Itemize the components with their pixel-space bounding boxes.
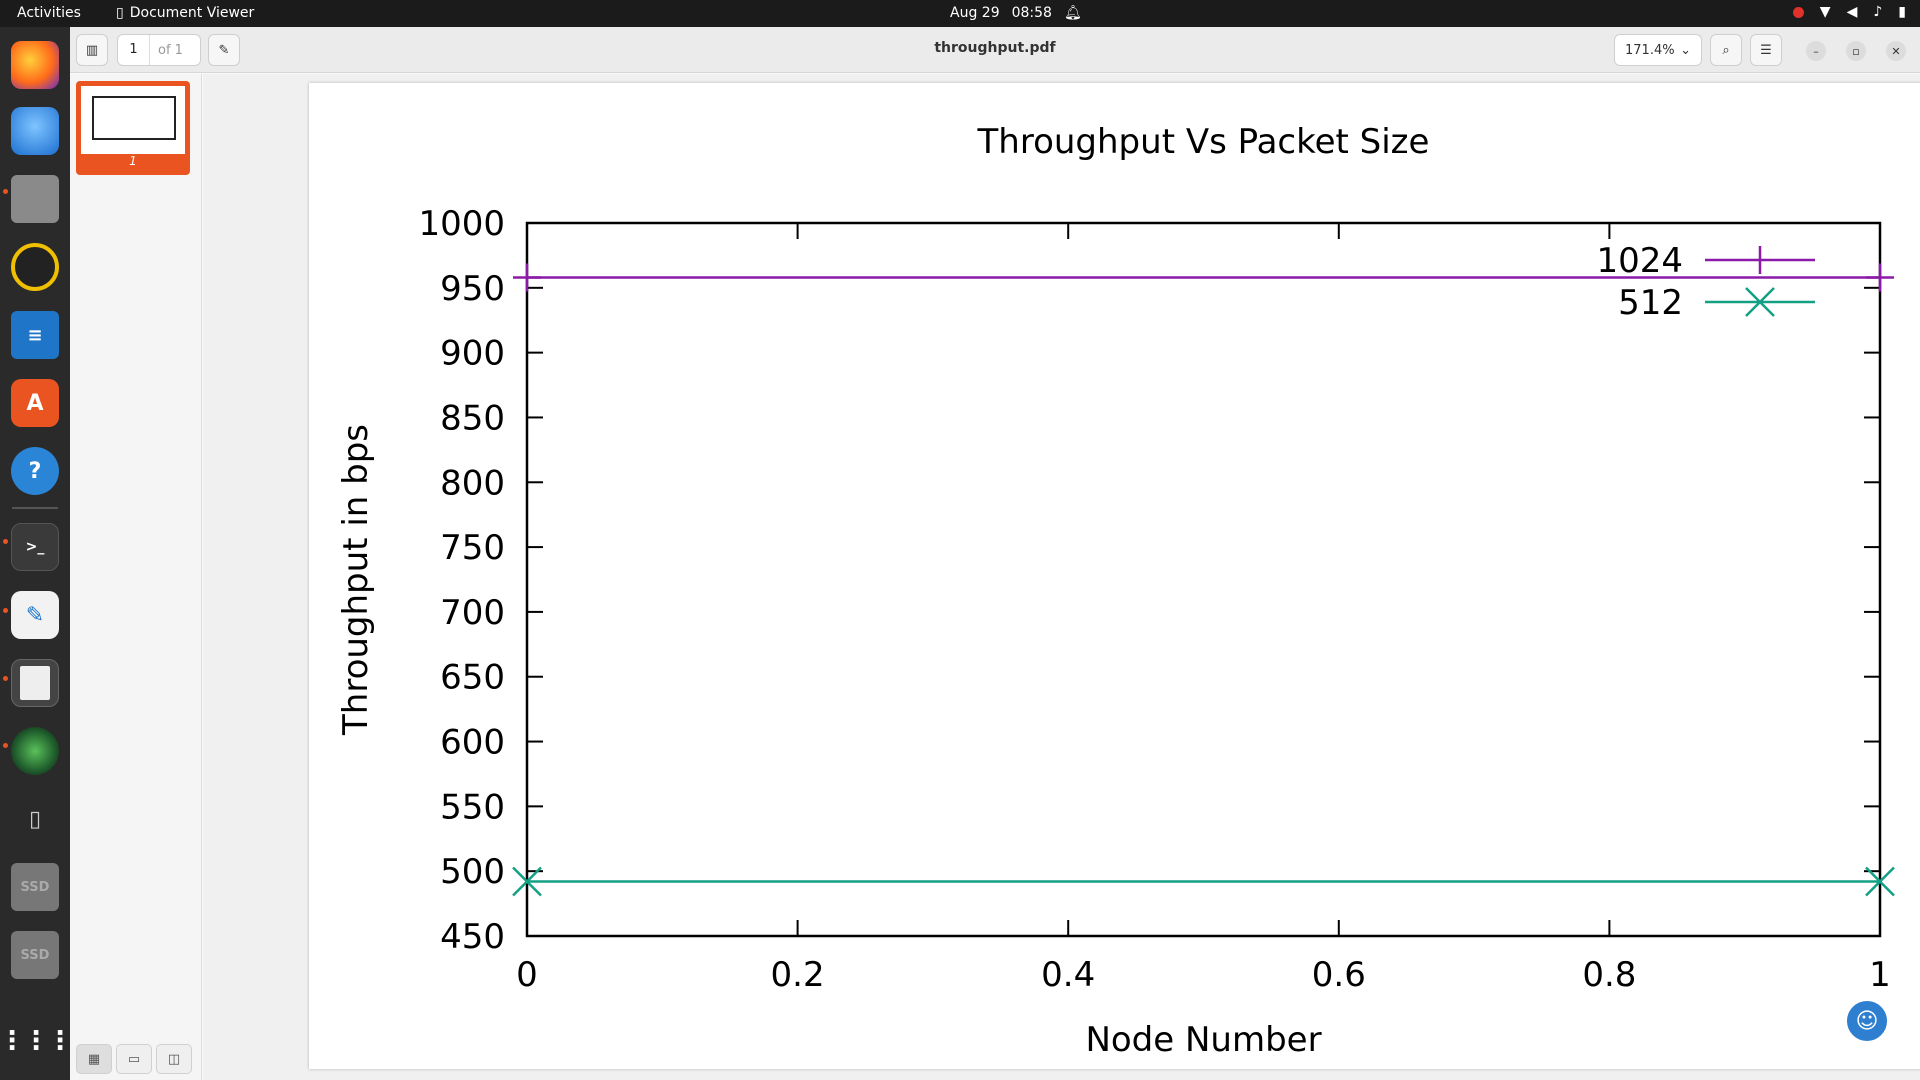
- app-name-label: Document Viewer: [129, 5, 255, 21]
- bell-icon: 🔔︎: [1063, 5, 1082, 21]
- clock[interactable]: Aug 29 08:58 🔔︎: [950, 5, 1082, 21]
- y-tick-label: 900: [440, 334, 505, 374]
- thumbnail-sidebar: 1 ▦ ▭ ◫: [70, 74, 202, 1080]
- restore-button[interactable]: ▫: [1846, 41, 1866, 61]
- terminal-icon[interactable]: >_: [11, 523, 59, 571]
- y-axis-label: Throughput in bps: [336, 424, 376, 736]
- assistant-fab-button[interactable]: ☺: [1844, 998, 1890, 1044]
- y-tick-label: 450: [440, 917, 505, 957]
- annotation-icon: ▭: [127, 1051, 141, 1067]
- ssd-drive-icon[interactable]: SSD: [11, 863, 59, 911]
- annotations-tab[interactable]: ▭: [116, 1044, 152, 1074]
- zoom-select[interactable]: 171.4% ⌄: [1614, 34, 1702, 66]
- activities-button[interactable]: Activities: [17, 5, 81, 21]
- y-tick-label: 750: [440, 528, 505, 568]
- usb-drive-icon[interactable]: ▯: [11, 795, 59, 843]
- series-512-point: [1865, 866, 1895, 897]
- thunderbird-icon[interactable]: [11, 107, 59, 155]
- chart-title: Throughput Vs Packet Size: [977, 122, 1430, 162]
- firefox-icon[interactable]: [11, 41, 59, 89]
- sidebar-tabs: ▦ ▭ ◫: [76, 1044, 192, 1074]
- text-editor-icon[interactable]: ✎: [11, 591, 59, 639]
- thumbnails-tab[interactable]: ▦: [76, 1044, 112, 1074]
- files-icon[interactable]: [11, 175, 59, 223]
- sidebar-toggle-button[interactable]: ▥: [76, 34, 108, 66]
- x-axis-label: Node Number: [1085, 1020, 1321, 1060]
- x-tick-label: 0.6: [1312, 955, 1366, 995]
- help-icon[interactable]: ?: [11, 447, 59, 495]
- series-1024-point: [513, 263, 541, 292]
- document-viewer-window: ▥ 1 of 1 ✎ throughput.pdf 171.4% ⌄ ⌕ ☰ –…: [70, 27, 1920, 1080]
- page-total-label: of 1: [158, 42, 183, 58]
- y-tick-label: 650: [440, 658, 505, 698]
- legend-1024-label: 1024: [1596, 241, 1683, 281]
- shotwell-icon[interactable]: [11, 727, 59, 775]
- page-thumbnail[interactable]: 1: [76, 81, 190, 175]
- ssd-drive-icon-2[interactable]: SSD: [11, 931, 59, 979]
- rhythmbox-icon[interactable]: [11, 243, 59, 291]
- app-grid-icon[interactable]: ⋮⋮⋮: [0, 1026, 73, 1056]
- sidebar-icon: ▥: [85, 42, 99, 58]
- app-center-icon[interactable]: A: [11, 379, 59, 427]
- menu-button[interactable]: ☰: [1750, 34, 1782, 66]
- legend-512-label: 512: [1618, 283, 1683, 323]
- close-icon: ✕: [1891, 44, 1901, 58]
- header-bar: ▥ 1 of 1 ✎ throughput.pdf 171.4% ⌄ ⌕ ☰ –…: [70, 27, 1920, 73]
- thumbnail-page: [81, 86, 185, 154]
- y-tick-label: 550: [440, 787, 505, 827]
- system-tray[interactable]: ▼ ◀ ♪ ▮: [1792, 4, 1906, 20]
- pencil-icon: ✎: [218, 42, 230, 58]
- minimize-button[interactable]: –: [1806, 41, 1826, 61]
- date-label: Aug 29: [950, 5, 1000, 21]
- series-512-point: [512, 866, 542, 897]
- volume-icon: ◀: [1846, 4, 1858, 20]
- y-tick-label: 1000: [418, 204, 505, 244]
- document-area[interactable]: Throughput Vs Packet Size 1000 950 900 850 80…: [203, 74, 1920, 1080]
- time-label: 08:58: [1011, 5, 1052, 21]
- thumbnail-page-number: 1: [129, 154, 137, 168]
- document-viewer-small-icon: ▯: [116, 5, 124, 21]
- y-tick-label: 950: [440, 269, 505, 309]
- throughput-chart: Throughput Vs Packet Size 1000 950 900 850 80…: [336, 122, 1895, 1060]
- x-tick-label: 0.8: [1582, 955, 1636, 995]
- document-viewer-icon[interactable]: [11, 659, 59, 707]
- search-icon: ⌕: [1722, 42, 1730, 58]
- dock: ≡ A ? >_ ✎ ▯ SSD SSD ⋮⋮⋮: [0, 27, 73, 1080]
- page-navigator[interactable]: 1 of 1: [117, 34, 201, 66]
- recording-indicator-icon: [1792, 6, 1804, 18]
- hamburger-menu-icon: ☰: [1760, 42, 1772, 58]
- bookmarks-tab[interactable]: ◫: [156, 1044, 192, 1074]
- legend-512-marker: [1745, 287, 1775, 317]
- y-tick-label: 850: [440, 398, 505, 438]
- wifi-icon: ▼: [1819, 4, 1831, 20]
- x-tick-label: 1: [1869, 955, 1891, 995]
- face-icon: ☺: [1855, 1008, 1879, 1034]
- x-tick-label: 0.2: [771, 955, 825, 995]
- zoom-value: 171.4%: [1625, 42, 1675, 58]
- search-button[interactable]: ⌕: [1710, 34, 1742, 66]
- close-button[interactable]: ✕: [1886, 41, 1906, 61]
- y-tick-label: 700: [440, 593, 505, 633]
- app-menu[interactable]: ▯ Document Viewer: [116, 5, 254, 21]
- y-tick-label: 500: [440, 852, 505, 892]
- series-1024-point: [1866, 263, 1894, 292]
- grid-icon: ▦: [87, 1051, 101, 1067]
- top-bar: Activities ▯ Document Viewer Aug 29 08:5…: [0, 0, 1920, 27]
- restore-icon: ▫: [1852, 44, 1860, 58]
- chevron-down-icon: ⌄: [1680, 42, 1691, 58]
- pdf-page: Throughput Vs Packet Size 1000 950 900 850 80…: [309, 83, 1920, 1069]
- x-tick-label: 0: [516, 955, 538, 995]
- y-tick-label: 600: [440, 723, 505, 763]
- annotate-button[interactable]: ✎: [208, 34, 240, 66]
- y-tick-label: 800: [440, 463, 505, 503]
- battery-icon: ▮: [1898, 4, 1906, 20]
- writer-icon[interactable]: ≡: [11, 311, 59, 359]
- minimize-icon: –: [1813, 44, 1819, 58]
- microphone-icon: ♪: [1873, 4, 1883, 20]
- page-number-input[interactable]: 1: [118, 35, 150, 65]
- plot-frame: [525, 221, 1882, 938]
- bookmark-icon: ◫: [167, 1051, 181, 1067]
- x-tick-label: 0.4: [1041, 955, 1095, 995]
